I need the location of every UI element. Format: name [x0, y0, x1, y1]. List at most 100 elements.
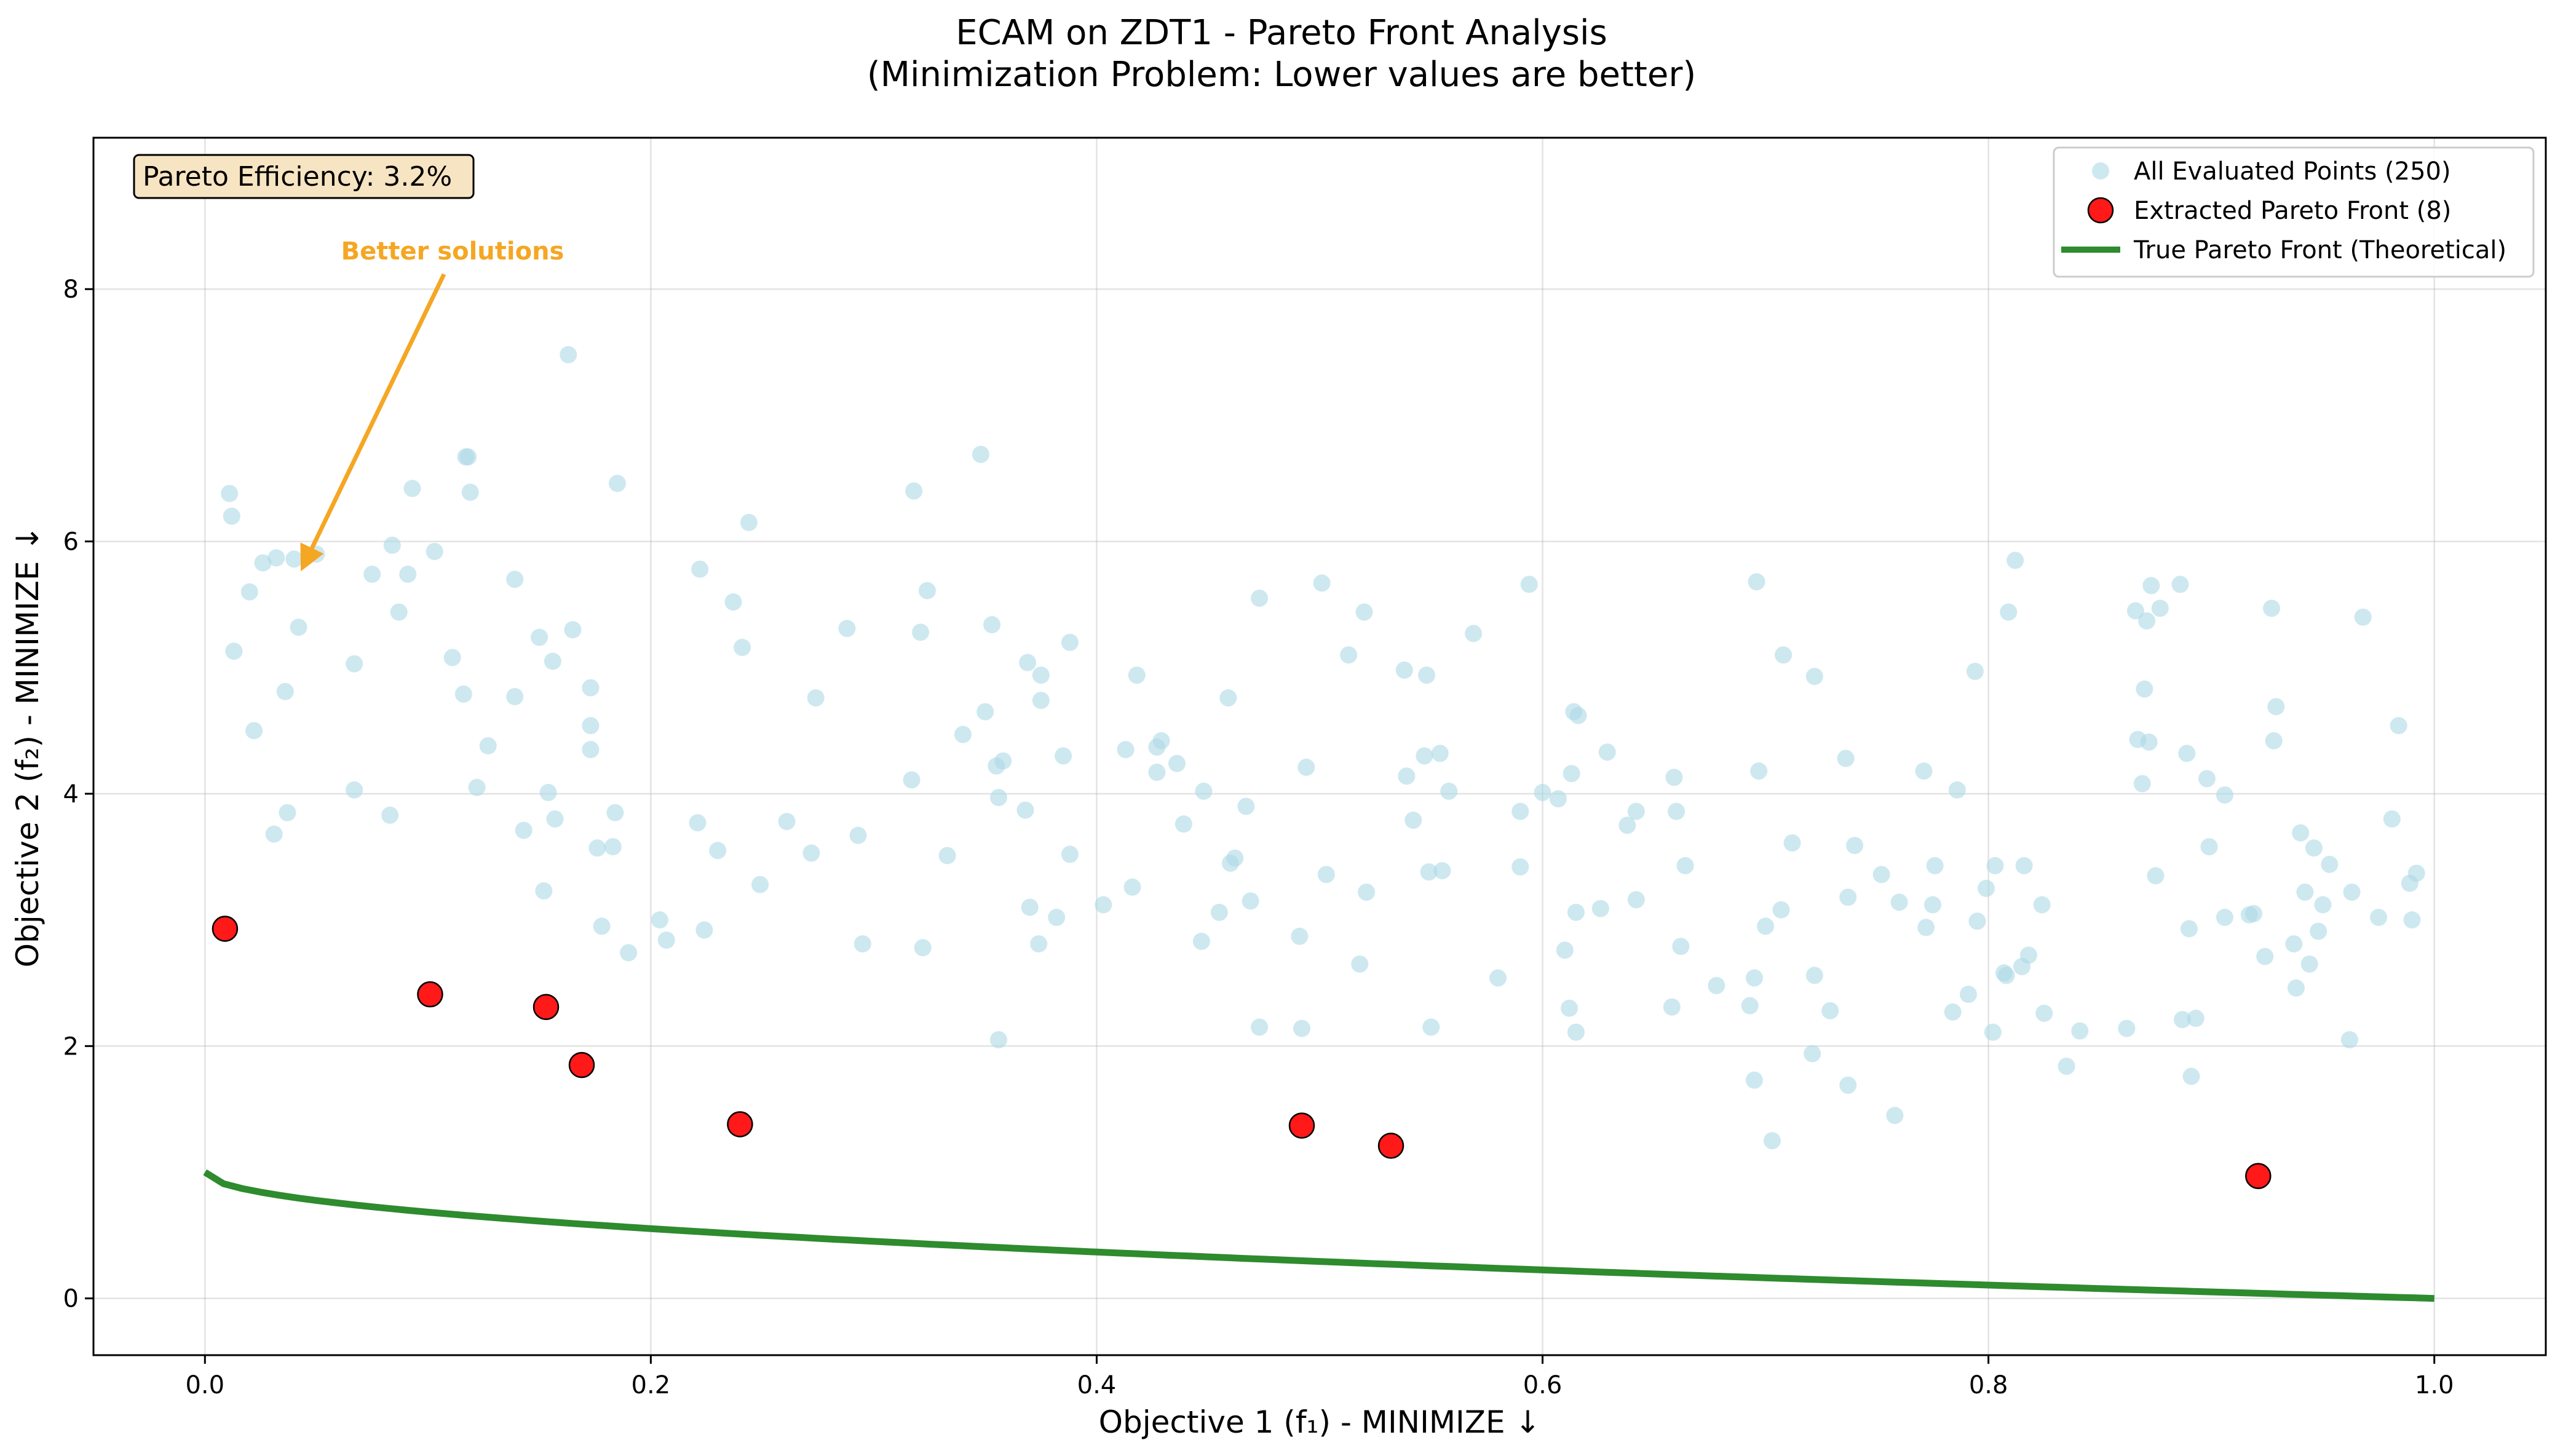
x-tick-label: 0.4: [1077, 1371, 1117, 1399]
evaluated-point: [479, 737, 497, 754]
evaluated-point: [1948, 781, 1966, 799]
evaluated-point: [1837, 750, 1855, 767]
evaluated-point: [1968, 912, 1986, 930]
efficiency-badge-text: Pareto Efficiency: 3.2%: [143, 161, 452, 192]
evaluated-point: [1226, 849, 1244, 867]
evaluated-point: [1598, 743, 1616, 761]
evaluated-point: [245, 722, 263, 740]
evaluated-point: [1152, 732, 1170, 750]
evaluated-point: [2133, 775, 2151, 793]
evaluated-point: [1569, 706, 1587, 724]
evaluated-point: [1016, 801, 1034, 819]
evaluated-point: [1561, 999, 1579, 1017]
evaluated-point: [1251, 589, 1269, 607]
evaluated-point: [1821, 1002, 1839, 1019]
evaluated-point: [1030, 935, 1048, 953]
evaluated-point: [854, 935, 871, 953]
evaluated-point: [1663, 998, 1681, 1016]
evaluated-point: [914, 939, 932, 957]
evaluated-point: [1061, 633, 1079, 651]
legend-marker-all-points: [2092, 162, 2109, 180]
evaluated-point: [1032, 667, 1050, 684]
pareto-point: [1288, 1112, 1315, 1139]
evaluated-point: [223, 507, 240, 525]
evaluated-point: [2296, 883, 2314, 901]
evaluated-point: [1926, 857, 1944, 874]
evaluated-point: [279, 804, 296, 821]
evaluated-point: [1924, 896, 1941, 914]
evaluated-point: [582, 679, 600, 697]
evaluated-point: [1563, 765, 1580, 783]
evaluated-point: [2126, 602, 2144, 620]
evaluated-point: [506, 571, 524, 588]
evaluated-point: [535, 882, 553, 900]
evaluated-point: [1665, 769, 1683, 786]
evaluated-point: [2033, 896, 2051, 914]
evaluated-point: [593, 917, 611, 935]
evaluated-point: [604, 838, 622, 856]
evaluated-point: [1404, 812, 1422, 829]
evaluated-point: [2174, 1011, 2192, 1029]
all-points-layer: [221, 346, 2425, 1150]
evaluated-point: [2407, 865, 2425, 882]
evaluated-point: [1297, 758, 1315, 776]
evaluated-point: [2180, 920, 2198, 938]
evaluated-point: [1416, 747, 1433, 765]
axis-ticks: 0.0 0.2 0.4 0.6 0.8 1.0 0 2 4 6 8: [63, 275, 2454, 1399]
evaluated-point: [1772, 901, 1790, 919]
evaluated-point: [454, 685, 472, 703]
evaluated-point: [1960, 986, 1978, 1003]
evaluated-point: [976, 703, 994, 721]
evaluated-point: [276, 682, 294, 700]
evaluated-point: [515, 821, 533, 839]
evaluated-point: [1748, 573, 1765, 591]
evaluated-point: [918, 582, 936, 599]
evaluated-point: [1420, 863, 1438, 881]
evaluated-point: [2015, 857, 2033, 874]
evaluated-point: [2216, 909, 2233, 927]
evaluated-point: [1804, 1045, 1821, 1062]
evaluated-point: [564, 621, 582, 639]
evaluated-point: [2006, 552, 2024, 569]
evaluated-point: [1944, 1003, 1962, 1021]
evaluated-point: [1168, 754, 1186, 772]
evaluated-point: [691, 560, 709, 578]
chart-subtitle: (Minimization Problem: Lower values are …: [867, 55, 1696, 95]
evaluated-point: [2285, 935, 2303, 953]
evaluated-point: [459, 448, 477, 466]
evaluated-point: [1358, 883, 1376, 901]
evaluated-point: [709, 842, 727, 860]
evaluated-point: [2245, 904, 2263, 922]
evaluated-point: [2182, 1067, 2200, 1085]
evaluated-point: [221, 485, 239, 502]
pareto-points-layer: [212, 916, 2272, 1189]
evaluated-point: [2383, 810, 2401, 828]
evaluated-point: [802, 844, 820, 862]
legend-label-all-points: All Evaluated Points (250): [2134, 157, 2451, 186]
evaluated-point: [2292, 824, 2310, 842]
evaluated-point: [1763, 1132, 1781, 1150]
evaluated-point: [1676, 857, 1694, 874]
evaluated-point: [1355, 603, 1373, 621]
evaluated-point: [1048, 909, 1066, 927]
evaluated-point: [1805, 967, 1823, 984]
evaluated-point: [1668, 802, 1686, 820]
evaluated-point: [2370, 909, 2388, 927]
evaluated-point: [1395, 661, 1413, 679]
x-axis-label: Objective 1 (f₁) - MINIMIZE ↓: [1099, 1404, 1541, 1440]
evaluated-point: [972, 446, 989, 464]
evaluated-point: [582, 717, 600, 735]
better-solutions-annotation: Better solutions: [300, 237, 564, 572]
evaluated-point: [1750, 762, 1768, 780]
evaluated-point: [1872, 866, 1890, 884]
evaluated-point: [1915, 762, 1933, 780]
evaluated-point: [724, 593, 742, 611]
evaluated-point: [1757, 917, 1775, 935]
evaluated-point: [734, 638, 751, 656]
evaluated-point: [1917, 919, 1935, 936]
evaluated-point: [1251, 1018, 1269, 1036]
evaluated-point: [290, 619, 307, 636]
evaluated-point: [2071, 1022, 2089, 1040]
evaluated-point: [1745, 1071, 1763, 1089]
